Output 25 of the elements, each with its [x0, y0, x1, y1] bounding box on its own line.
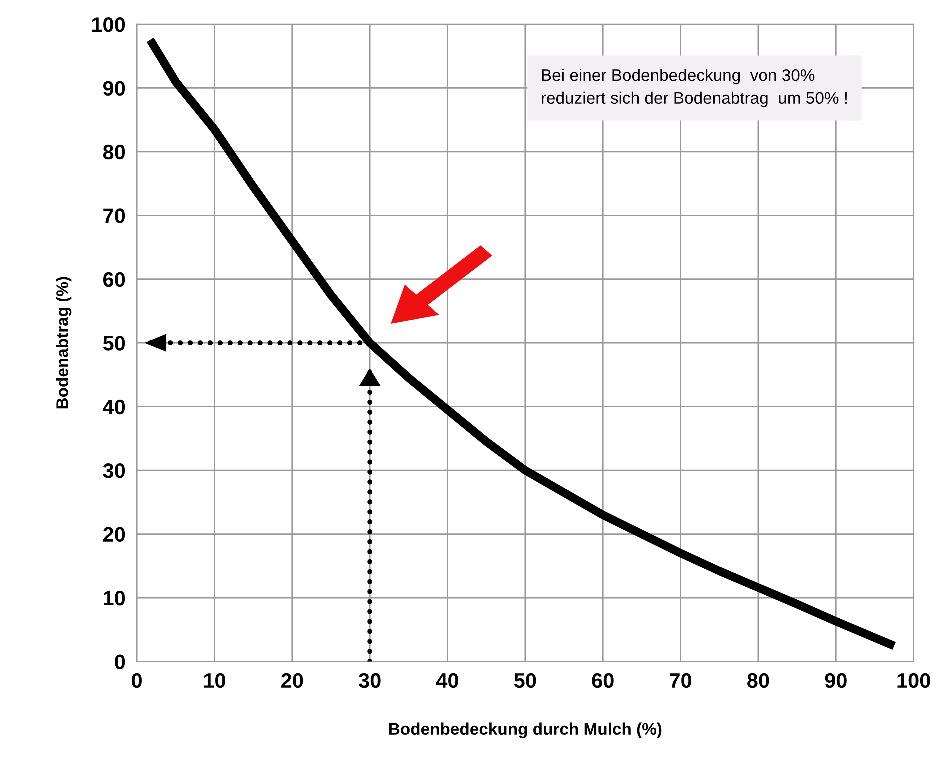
y-tick-label: 0 [115, 654, 126, 670]
x-tick-label: 60 [592, 673, 614, 688]
y-tick-label: 20 [103, 527, 126, 542]
x-tick-label: 0 [132, 673, 142, 688]
x-tick-label: 20 [282, 673, 304, 688]
y-tick-label: 100 [92, 17, 126, 32]
x-tick-label: 80 [748, 673, 770, 688]
x-axis-title: Bodenbedeckung durch Mulch (%) [390, 722, 662, 738]
x-tick-label: 50 [514, 673, 536, 688]
y-tick-label: 80 [103, 144, 126, 160]
x-tick-label: 40 [436, 673, 458, 688]
x-tick-label: 10 [204, 673, 226, 688]
y-axis-title: Bodenabtrag (%) [56, 277, 72, 409]
x-tick-label: 70 [670, 673, 692, 688]
x-tick-label: 100 [898, 673, 930, 688]
y-tick-label: 40 [103, 400, 126, 415]
y-tick-label: 50 [103, 336, 126, 351]
y-tick-label: 10 [104, 591, 126, 606]
x-tick-label: 90 [825, 673, 847, 688]
annotation: Bei einer Bodenbedeckung von 30% reduziert sich der Bodenabtrag um 50% ! [542, 69, 848, 108]
x-tick-label: 30 [358, 673, 381, 688]
y-tick-label: 30 [103, 464, 126, 478]
y-tick-label: 90 [103, 81, 126, 96]
y-tick-label: 60 [104, 272, 126, 288]
y-tick-label: 70 [104, 208, 126, 224]
